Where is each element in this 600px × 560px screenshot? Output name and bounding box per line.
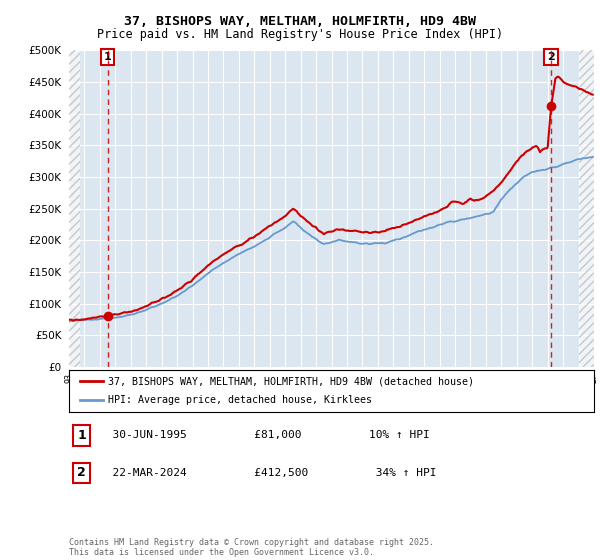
Text: 1: 1 xyxy=(77,429,86,442)
Text: 1: 1 xyxy=(104,52,112,62)
Text: 30-JUN-1995          £81,000          10% ↑ HPI: 30-JUN-1995 £81,000 10% ↑ HPI xyxy=(99,431,430,440)
Text: Contains HM Land Registry data © Crown copyright and database right 2025.
This d: Contains HM Land Registry data © Crown c… xyxy=(69,538,434,557)
Bar xyxy=(69,50,80,367)
Text: Price paid vs. HM Land Registry's House Price Index (HPI): Price paid vs. HM Land Registry's House … xyxy=(97,28,503,41)
Text: 37, BISHOPS WAY, MELTHAM, HOLMFIRTH, HD9 4BW: 37, BISHOPS WAY, MELTHAM, HOLMFIRTH, HD9… xyxy=(124,15,476,27)
Bar xyxy=(578,50,594,367)
Text: 2: 2 xyxy=(547,52,555,62)
Text: 2: 2 xyxy=(77,466,86,479)
Text: HPI: Average price, detached house, Kirklees: HPI: Average price, detached house, Kirk… xyxy=(109,395,373,405)
Text: 22-MAR-2024          £412,500          34% ↑ HPI: 22-MAR-2024 £412,500 34% ↑ HPI xyxy=(99,468,437,478)
Text: 37, BISHOPS WAY, MELTHAM, HOLMFIRTH, HD9 4BW (detached house): 37, BISHOPS WAY, MELTHAM, HOLMFIRTH, HD9… xyxy=(109,376,475,386)
